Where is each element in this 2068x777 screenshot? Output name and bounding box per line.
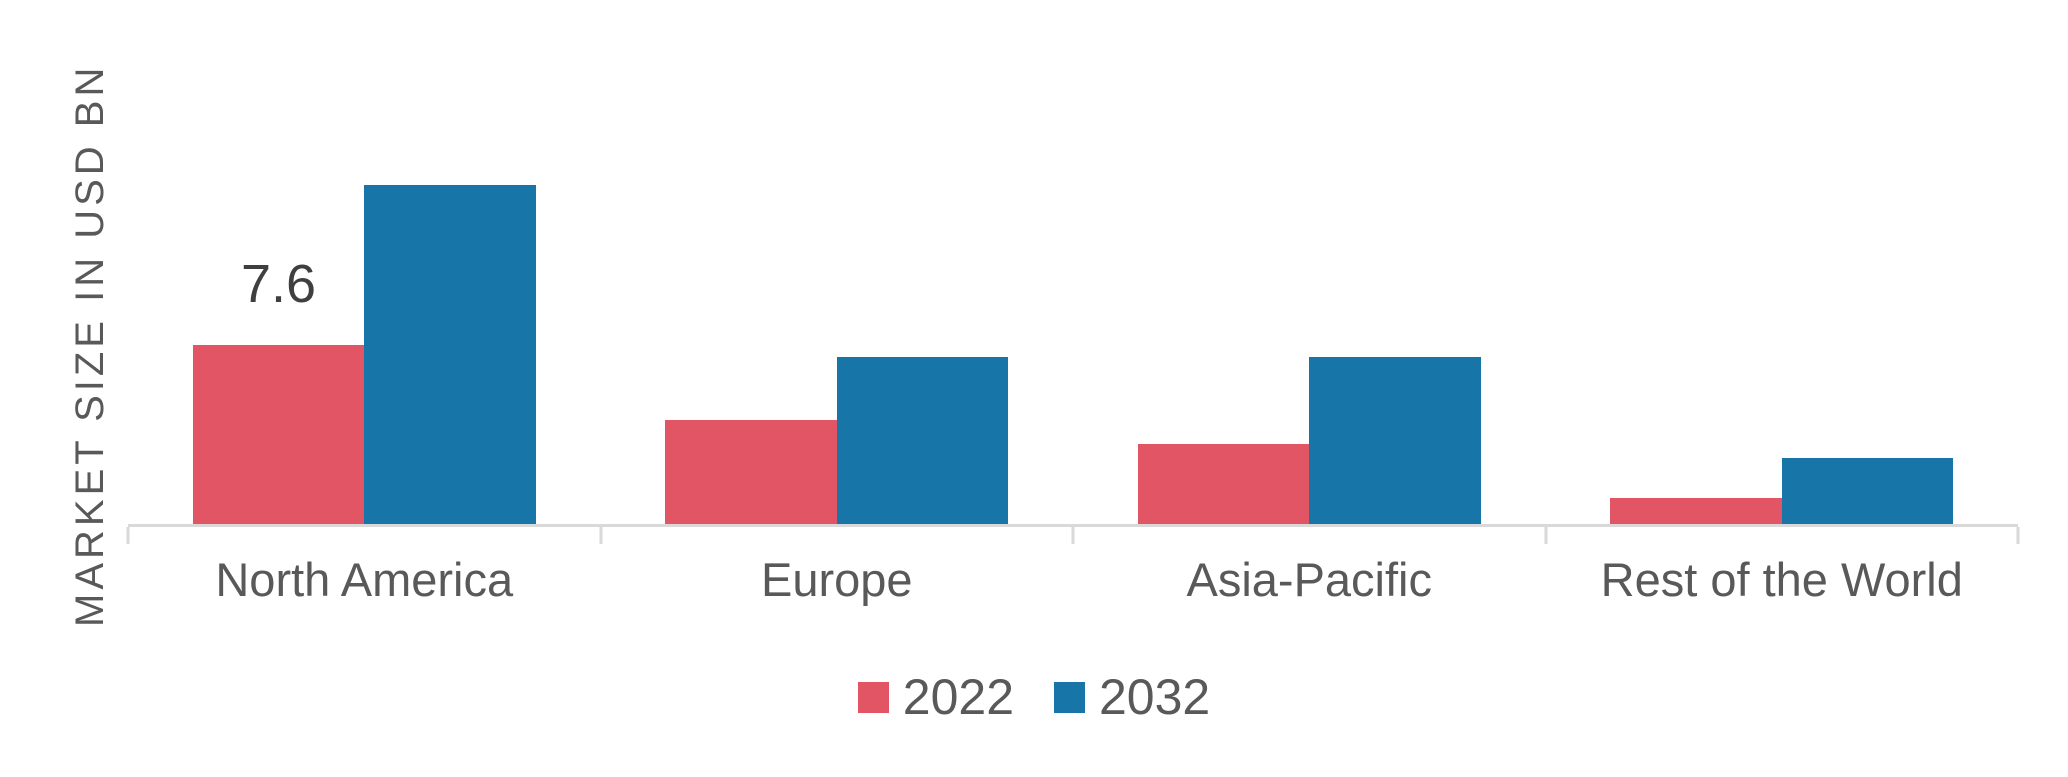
bar-group bbox=[1546, 60, 2019, 524]
bar-2022-asia-pacific bbox=[1137, 443, 1310, 524]
x-axis-labels: North America Europe Asia-Pacific Rest of t… bbox=[128, 552, 2018, 607]
bar-group bbox=[1073, 60, 1546, 524]
legend-swatch-icon bbox=[857, 681, 889, 713]
bar-2032-europe bbox=[836, 356, 1009, 524]
axis-tick bbox=[1544, 527, 1547, 544]
bar-group bbox=[601, 60, 1074, 524]
bar-2022-rest-of-the-world bbox=[1610, 498, 1782, 524]
plot-area: 7.6 bbox=[126, 60, 2020, 544]
axis-tick bbox=[1071, 527, 1075, 544]
legend-label: 2022 bbox=[902, 669, 1014, 725]
bar-2032-rest-of-the-world bbox=[1781, 458, 1954, 524]
x-axis-line bbox=[128, 524, 2018, 527]
legend-item-2032: 2032 bbox=[1054, 672, 1210, 722]
legend-label: 2032 bbox=[1099, 669, 1211, 725]
category-label: Rest of the World bbox=[1600, 553, 1963, 606]
bar-2032-asia-pacific bbox=[1309, 356, 1481, 524]
y-axis-title: MARKET SIZE IN USD BN bbox=[68, 63, 112, 627]
bar-2022-europe bbox=[665, 420, 837, 524]
axis-tick bbox=[599, 527, 602, 544]
category-label: Asia-Pacific bbox=[1186, 553, 1432, 606]
axis-tick bbox=[2016, 527, 2020, 544]
legend-item-2022: 2022 bbox=[857, 669, 1014, 725]
bar-2032-north-america bbox=[364, 184, 536, 524]
bar-2022-north-america: 7.6 bbox=[192, 254, 365, 524]
bar-group: 7.6 bbox=[128, 60, 601, 524]
category-label: Europe bbox=[760, 553, 913, 606]
category-label: North America bbox=[215, 553, 514, 606]
legend: 2022 2032 bbox=[0, 672, 2068, 722]
axis-tick bbox=[126, 527, 130, 544]
legend-swatch-icon bbox=[1054, 681, 1085, 713]
data-label: 7.6 bbox=[240, 254, 317, 314]
